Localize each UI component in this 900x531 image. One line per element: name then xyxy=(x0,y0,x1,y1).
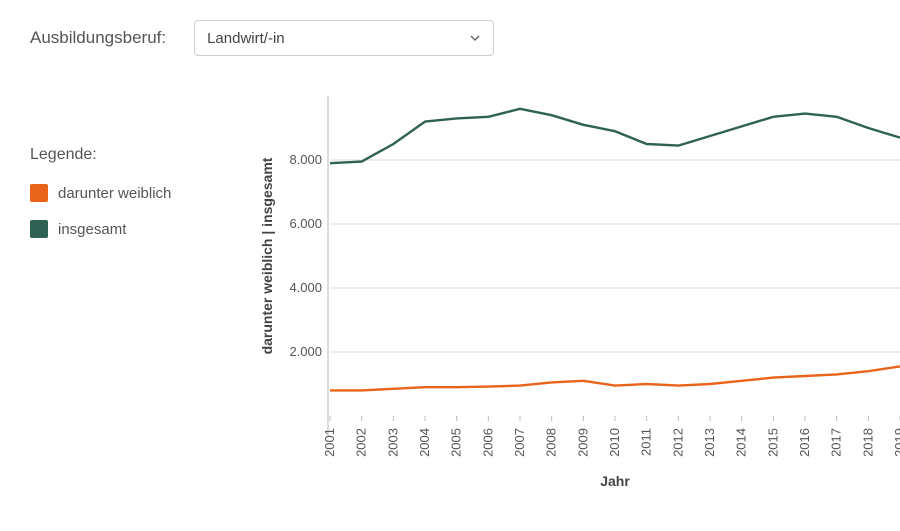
filter-label: Ausbildungsberuf: xyxy=(30,28,166,48)
chevron-down-icon xyxy=(469,32,481,44)
x-tick-label: 2010 xyxy=(607,428,622,457)
x-tick-label: 2019 xyxy=(892,428,900,457)
y-tick-label: 4.000 xyxy=(289,280,322,295)
x-tick-label: 2008 xyxy=(544,428,559,457)
y-tick-label: 8.000 xyxy=(289,152,322,167)
x-tick-label: 2012 xyxy=(670,428,685,457)
x-tick-label: 2018 xyxy=(860,428,875,457)
legend-title: Legende: xyxy=(30,146,200,164)
legend-item-label: insgesamt xyxy=(58,221,126,238)
x-tick-label: 2013 xyxy=(702,428,717,457)
x-tick-label: 2014 xyxy=(734,428,749,457)
x-tick-label: 2009 xyxy=(575,428,590,457)
y-tick-label: 6.000 xyxy=(289,216,322,231)
x-tick-label: 2006 xyxy=(480,428,495,457)
legend-item-label: darunter weiblich xyxy=(58,185,171,202)
legend-item: insgesamt xyxy=(30,220,200,238)
x-tick-label: 2017 xyxy=(829,428,844,457)
legend: Legende: darunter weiblich insgesamt xyxy=(30,86,200,511)
y-axis-title: darunter weiblich | insgesamt xyxy=(259,157,275,354)
x-tick-label: 2001 xyxy=(322,428,337,457)
x-axis-title: Jahr xyxy=(600,473,630,489)
x-tick-label: 2015 xyxy=(765,428,780,457)
x-tick-label: 2004 xyxy=(417,428,432,457)
x-tick-label: 2011 xyxy=(639,428,654,456)
series-darunter weiblich xyxy=(330,366,900,390)
x-tick-label: 2007 xyxy=(512,428,527,457)
x-tick-label: 2003 xyxy=(385,428,400,457)
series-insgesamt xyxy=(330,109,900,163)
x-tick-label: 2002 xyxy=(354,428,369,457)
occupation-select[interactable]: Landwirt/-in xyxy=(194,20,494,56)
legend-swatch xyxy=(30,184,48,202)
legend-item: darunter weiblich xyxy=(30,184,200,202)
line-chart: 2.000 4.000 6.000 8.000 2001 2002 2003 2004 2005… xyxy=(240,86,900,506)
x-tick-label: 2005 xyxy=(449,428,464,457)
legend-swatch xyxy=(30,220,48,238)
y-tick-label: 2.000 xyxy=(289,344,322,359)
occupation-select-value: Landwirt/-in xyxy=(207,30,285,47)
x-tick-label: 2016 xyxy=(797,428,812,457)
